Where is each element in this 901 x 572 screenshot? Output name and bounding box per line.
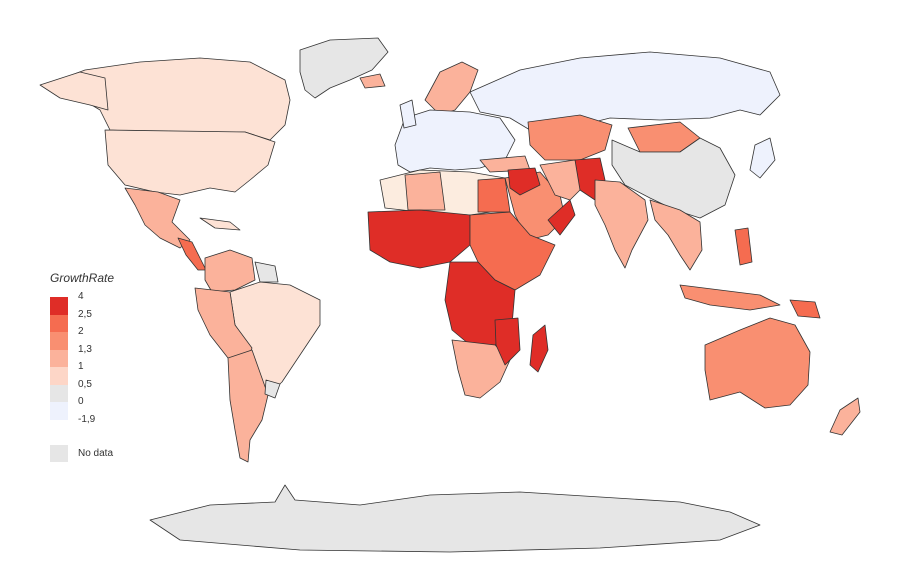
region-usa[interactable]: [104, 129, 276, 196]
legend-swatch: [50, 314, 68, 332]
region-algeria[interactable]: [404, 171, 446, 211]
region-southeast-asia[interactable]: [649, 199, 703, 271]
legend-label: 2: [78, 326, 84, 337]
region-southern-cone[interactable]: [227, 349, 269, 463]
legend-label: 1,3: [78, 343, 92, 355]
region-philippines[interactable]: [734, 227, 753, 266]
legend-swatch: [50, 349, 68, 367]
legend-swatch: [50, 332, 68, 350]
region-russia[interactable]: [469, 51, 781, 131]
region-east-africa[interactable]: [469, 211, 556, 291]
legend-label: 2,5: [78, 308, 92, 320]
region-iceland[interactable]: [359, 73, 386, 89]
legend-swatch-no-data: [50, 445, 68, 462]
legend-label: 1: [78, 361, 84, 372]
region-new-zealand[interactable]: [829, 397, 861, 436]
region-australia[interactable]: [704, 317, 811, 409]
region-central-asia[interactable]: [527, 114, 613, 161]
legend-label: -1,9: [78, 413, 96, 425]
region-iran[interactable]: [539, 159, 586, 201]
region-greenland[interactable]: [299, 37, 389, 99]
region-guianas[interactable]: [254, 261, 279, 283]
region-yemen-oman[interactable]: [547, 199, 576, 236]
legend-swatch: [50, 384, 68, 402]
region-west-africa[interactable]: [367, 209, 471, 269]
region-japan[interactable]: [749, 137, 776, 179]
legend-swatch: [50, 367, 68, 385]
region-caribbean[interactable]: [199, 217, 241, 231]
region-china[interactable]: [611, 137, 736, 219]
legend-label: 4: [78, 291, 84, 302]
legend-label: 0: [78, 396, 84, 407]
region-uruguay[interactable]: [264, 379, 281, 399]
legend-label-no-data: No data: [78, 448, 114, 459]
legend-title: GrowthRate: [50, 271, 115, 285]
legend-swatch: [50, 402, 68, 420]
region-india[interactable]: [594, 179, 649, 269]
region-canada[interactable]: [44, 57, 291, 141]
region-madagascar[interactable]: [529, 324, 549, 373]
region-northern-south-america[interactable]: [204, 249, 256, 293]
region-alaska[interactable]: [39, 71, 109, 111]
legend-swatch: [50, 297, 68, 315]
region-central-america[interactable]: [177, 237, 207, 271]
legend-label: 0,5: [78, 378, 92, 390]
region-egypt[interactable]: [477, 177, 511, 213]
region-iraq-syria[interactable]: [507, 167, 541, 196]
region-mozambique[interactable]: [494, 317, 521, 366]
region-indonesia[interactable]: [679, 284, 781, 311]
region-uk[interactable]: [399, 99, 417, 129]
region-png[interactable]: [789, 299, 821, 319]
region-scandinavia[interactable]: [424, 61, 479, 116]
region-antarctica[interactable]: [149, 484, 761, 553]
